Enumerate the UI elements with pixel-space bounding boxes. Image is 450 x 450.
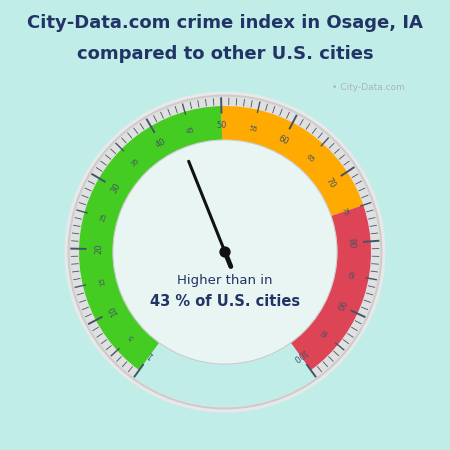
Text: compared to other U.S. cities: compared to other U.S. cities xyxy=(76,45,373,63)
Text: 35: 35 xyxy=(130,158,141,168)
Circle shape xyxy=(220,247,230,257)
Text: 85: 85 xyxy=(346,270,353,279)
Text: 45: 45 xyxy=(185,126,195,135)
Text: 25: 25 xyxy=(99,212,108,223)
Text: 50: 50 xyxy=(216,121,227,130)
Text: 15: 15 xyxy=(98,276,106,286)
Text: 10: 10 xyxy=(107,304,120,318)
Text: 65: 65 xyxy=(305,153,315,163)
Circle shape xyxy=(113,140,337,364)
Text: 30: 30 xyxy=(109,181,122,195)
Wedge shape xyxy=(291,205,371,370)
Text: 60: 60 xyxy=(277,134,290,146)
Text: 80: 80 xyxy=(346,237,356,248)
Text: City-Data.com crime index in Osage, IA: City-Data.com crime index in Osage, IA xyxy=(27,14,423,32)
Text: 5: 5 xyxy=(128,333,135,341)
Text: 70: 70 xyxy=(324,176,338,189)
Text: 1: 1 xyxy=(146,349,155,360)
Text: • City-Data.com: • City-Data.com xyxy=(332,82,405,91)
Text: 20: 20 xyxy=(94,244,103,255)
Wedge shape xyxy=(68,95,382,378)
Text: 40: 40 xyxy=(154,136,167,150)
Text: 90: 90 xyxy=(333,299,346,312)
Text: Higher than in: Higher than in xyxy=(177,274,273,287)
Wedge shape xyxy=(221,106,363,216)
Text: 43 % of U.S. cities: 43 % of U.S. cities xyxy=(150,294,300,309)
Text: 95: 95 xyxy=(318,327,328,338)
Text: 55: 55 xyxy=(249,125,259,133)
Text: 75: 75 xyxy=(341,206,349,216)
Wedge shape xyxy=(79,106,222,370)
Text: 100: 100 xyxy=(290,346,308,363)
